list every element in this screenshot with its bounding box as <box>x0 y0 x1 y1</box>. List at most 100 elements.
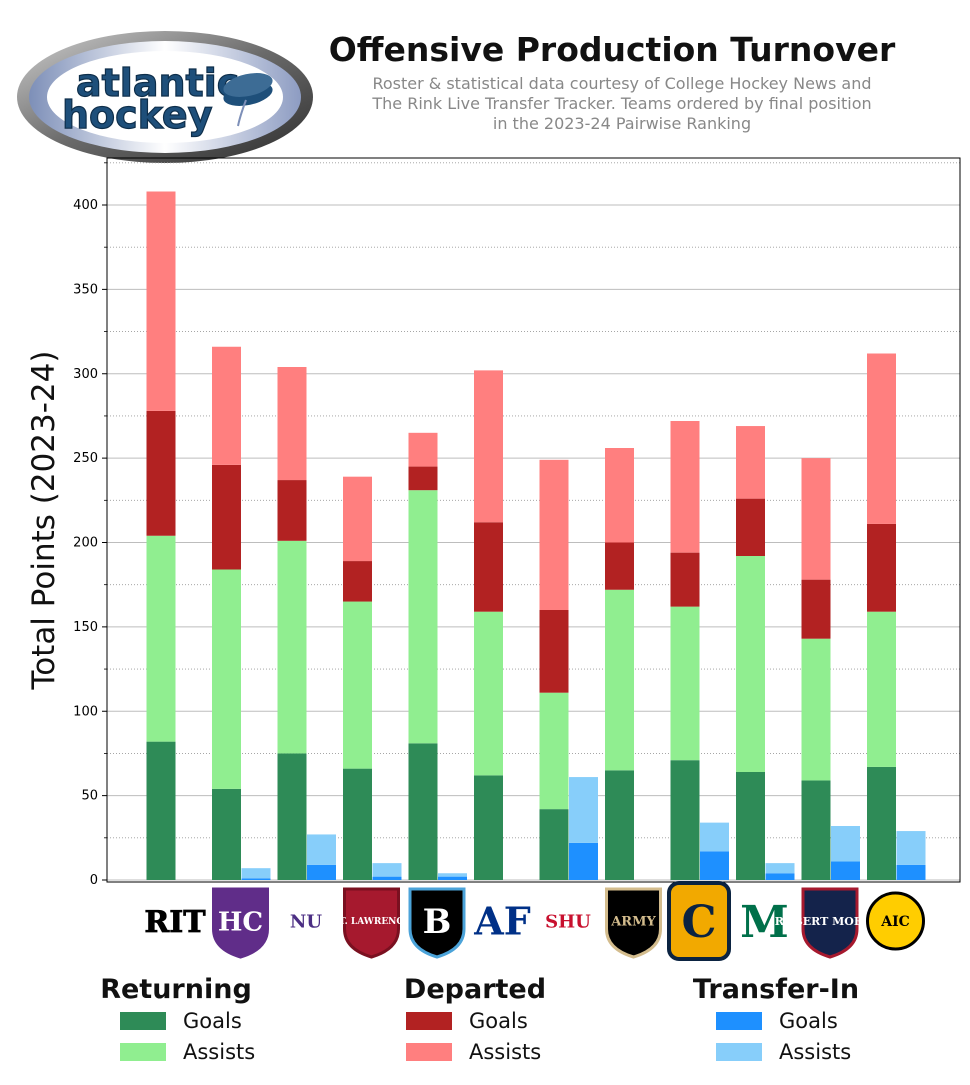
bar-returning-goals <box>146 741 176 880</box>
legend-item-transfer-assists: Assists <box>716 1036 864 1067</box>
legend-swatch <box>120 1011 166 1030</box>
legend-swatch <box>716 1011 762 1030</box>
bar-departed-goals <box>474 522 503 612</box>
legend-transfer-in: Transfer-In Goals Assists <box>688 974 864 1067</box>
bar-transfer-goals <box>372 876 402 880</box>
subtitle-line: The Rink Live Transfer Tracker. Teams or… <box>372 94 872 113</box>
logo-text-hockey: hockey <box>62 93 213 137</box>
bar-returning-assists <box>736 556 765 772</box>
legend-item-departed-assists: Assists <box>406 1036 550 1067</box>
team-logo-text: C <box>681 897 716 948</box>
team-logo-shield <box>343 887 400 959</box>
legend-label: Goals <box>183 1008 242 1033</box>
bar-departed-goals <box>146 410 176 536</box>
bar-transfer-assists <box>831 826 860 862</box>
team-logo-text: SHU <box>545 911 591 932</box>
y-tick-label: 100 <box>73 704 98 719</box>
plot-frame <box>106 157 961 883</box>
bar-departed-assists <box>539 459 569 610</box>
bar-departed-assists <box>343 476 372 562</box>
bar-transfer-goals <box>241 878 271 880</box>
bar-returning-assists <box>605 589 634 771</box>
legend-item-returning-assists: Assists <box>120 1036 256 1067</box>
bar-transfer-goals <box>896 864 926 880</box>
bar-departed-goals <box>408 466 438 491</box>
legend-label: Goals <box>779 1008 838 1033</box>
bar-departed-assists <box>474 370 503 523</box>
y-tick-label: 350 <box>73 282 98 297</box>
bar-returning-assists <box>801 638 831 781</box>
bar-departed-goals <box>277 480 307 541</box>
y-axis-ticks: 0 50 100 150 200 250 300 350 400 <box>73 162 107 888</box>
bar-returning-goals <box>343 768 372 880</box>
bar-transfer-goals <box>569 842 598 880</box>
bar-returning-assists <box>474 611 503 776</box>
y-tick-label: 150 <box>73 620 98 635</box>
bar-returning-goals <box>670 760 700 880</box>
bar-departed-assists <box>277 367 307 481</box>
bar-departed-assists <box>867 353 896 524</box>
y-axis-label: Total Points (2023-24) <box>26 350 62 690</box>
bar-returning-goals <box>867 766 896 880</box>
bar-returning-goals <box>736 772 765 880</box>
bar-returning-goals <box>277 753 307 880</box>
legend-swatch <box>406 1042 452 1061</box>
bar-departed-assists <box>801 458 831 580</box>
team-logo-text: M <box>740 897 789 948</box>
bar-returning-assists <box>277 540 307 754</box>
legend-label: Assists <box>469 1039 542 1064</box>
team-logo-circle <box>866 891 925 951</box>
legend-departed: Departed Goals Assists <box>400 974 550 1067</box>
bar-transfer-assists <box>372 863 402 877</box>
team-logo-text: AF <box>473 899 530 944</box>
y-tick-label: 300 <box>73 367 98 382</box>
bar-departed-assists <box>670 421 700 553</box>
bar-departed-goals <box>736 498 765 556</box>
y-tick-label: 50 <box>81 789 98 804</box>
atlantic-hockey-logo: atlantic hockey <box>17 31 313 163</box>
bar-transfer-assists <box>765 863 795 874</box>
team-logo-shield <box>801 887 859 959</box>
bar-returning-assists <box>146 535 176 742</box>
legend-title-returning: Returning <box>100 974 252 1005</box>
bar-departed-goals <box>343 561 372 602</box>
team-logo-text: ROBERT MORRIS <box>775 915 886 928</box>
bar-returning-assists <box>408 490 438 744</box>
team-logo-shield <box>408 887 466 959</box>
chart-title: Offensive Production Turnover <box>328 30 896 69</box>
bar-departed-goals <box>539 610 569 693</box>
legend-item-transfer-goals: Goals <box>716 1005 864 1036</box>
bar-series <box>146 191 926 880</box>
legend-title-departed: Departed <box>403 974 547 1005</box>
legend-swatch <box>716 1042 762 1061</box>
bar-returning-assists <box>670 606 700 761</box>
bar-departed-assists <box>736 426 765 499</box>
bar-departed-goals <box>670 552 700 607</box>
subtitle-line: Roster & statistical data courtesy of Co… <box>372 74 872 93</box>
legend-label: Assists <box>183 1039 256 1064</box>
subtitle-line: in the 2023-24 Pairwise Ranking <box>492 114 752 133</box>
legend-label: Goals <box>469 1008 528 1033</box>
bar-transfer-goals <box>765 873 795 880</box>
team-logo-box <box>667 881 731 961</box>
bar-returning-assists <box>212 569 241 789</box>
bar-departed-goals <box>867 523 896 612</box>
bar-returning-goals <box>408 743 438 880</box>
team-logo-text: ARMY <box>610 915 656 930</box>
y-tick-label: 400 <box>73 198 98 213</box>
y-tick-label: 200 <box>73 536 98 551</box>
bar-transfer-goals <box>700 851 729 880</box>
bar-departed-goals <box>801 579 831 639</box>
bar-transfer-goals <box>831 861 860 880</box>
legend-item-returning-goals: Goals <box>120 1005 256 1036</box>
bar-transfer-assists <box>241 868 271 879</box>
team-logo-text: HC <box>218 907 263 937</box>
team-logo-text: ST. LAWRENCE <box>333 917 411 927</box>
team-logo-text: AIC <box>880 914 910 930</box>
bar-transfer-assists <box>438 873 467 877</box>
bar-transfer-goals <box>438 876 467 880</box>
bar-chart: 0 50 100 150 200 250 300 350 400 RIT HC NU ST. LAWR… <box>73 157 961 961</box>
legend-title-transfer-in: Transfer-In <box>692 974 860 1005</box>
team-logo-text: B <box>423 902 452 942</box>
